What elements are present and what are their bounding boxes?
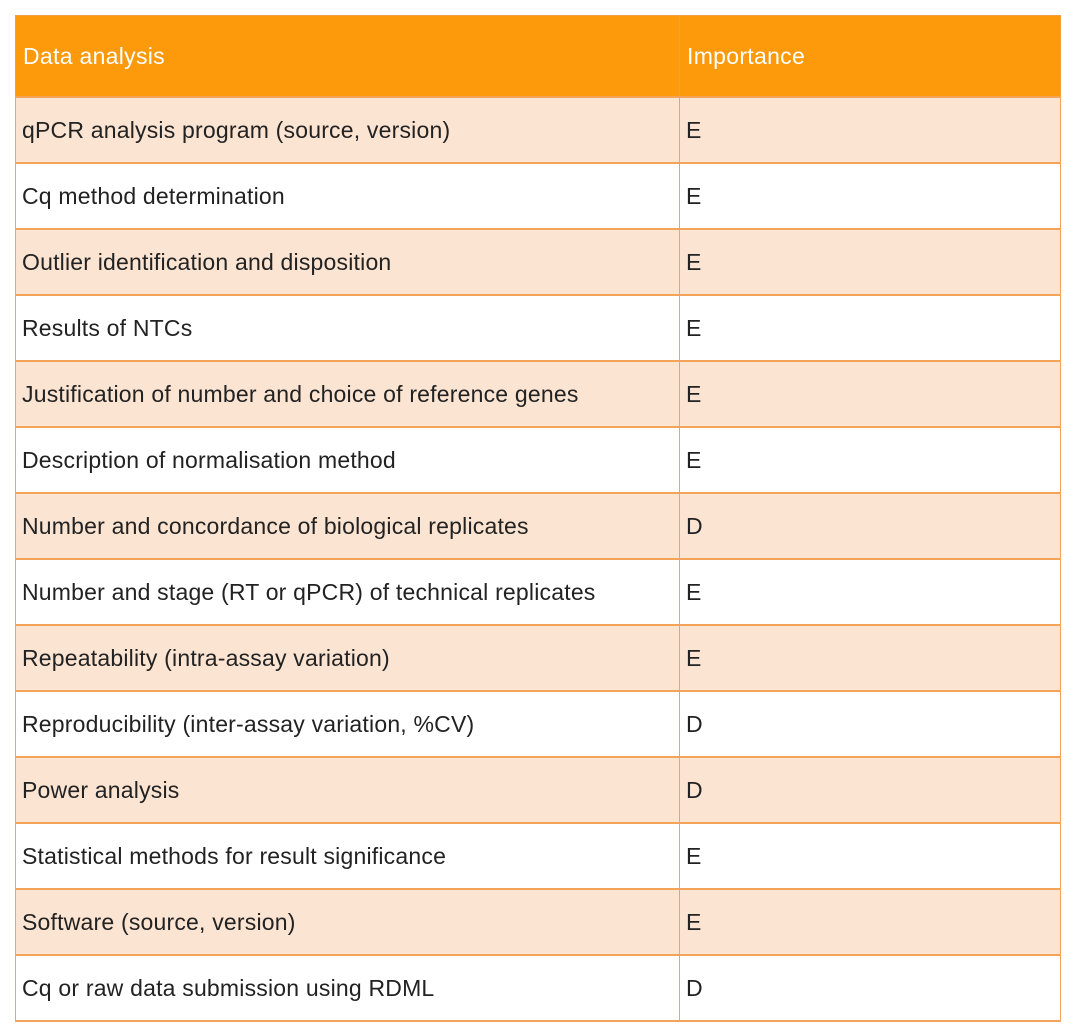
- row-item: Outlier identification and disposition: [15, 228, 680, 296]
- table-row: Number and concordance of biological rep…: [15, 492, 1061, 560]
- table-row: Results of NTCs E: [15, 294, 1061, 362]
- table-row: Outlier identification and disposition E: [15, 228, 1061, 296]
- row-item: Results of NTCs: [15, 294, 680, 362]
- table-row: Reproducibility (inter-assay variation, …: [15, 690, 1061, 758]
- table-row: qPCR analysis program (source, version) …: [15, 96, 1061, 164]
- table-row: Justification of number and choice of re…: [15, 360, 1061, 428]
- row-importance: E: [679, 96, 1061, 164]
- row-importance: D: [679, 492, 1061, 560]
- row-item: Cq method determination: [15, 162, 680, 230]
- table-row: Power analysis D: [15, 756, 1061, 824]
- table-row: Number and stage (RT or qPCR) of technic…: [15, 558, 1061, 626]
- row-item: Description of normalisation method: [15, 426, 680, 494]
- table-body: qPCR analysis program (source, version) …: [15, 96, 1061, 1022]
- row-importance: E: [679, 888, 1061, 956]
- row-importance: E: [679, 294, 1061, 362]
- table-row: Cq method determination E: [15, 162, 1061, 230]
- row-item: Software (source, version): [15, 888, 680, 956]
- row-importance: E: [679, 228, 1061, 296]
- row-item: Power analysis: [15, 756, 680, 824]
- row-importance: E: [679, 360, 1061, 428]
- row-item: Number and stage (RT or qPCR) of technic…: [15, 558, 680, 626]
- row-importance: E: [679, 558, 1061, 626]
- table-row: Software (source, version) E: [15, 888, 1061, 956]
- row-importance: D: [679, 954, 1061, 1022]
- row-importance: D: [679, 756, 1061, 824]
- table-row: Repeatability (intra-assay variation) E: [15, 624, 1061, 692]
- row-item: Justification of number and choice of re…: [15, 360, 680, 428]
- row-importance: E: [679, 162, 1061, 230]
- row-item: Reproducibility (inter-assay variation, …: [15, 690, 680, 758]
- table-row: Cq or raw data submission using RDML D: [15, 954, 1061, 1022]
- row-importance: E: [679, 624, 1061, 692]
- row-importance: D: [679, 690, 1061, 758]
- row-item: Statistical methods for result significa…: [15, 822, 680, 890]
- data-analysis-table: Data analysis Importance qPCR analysis p…: [15, 15, 1061, 1022]
- row-importance: E: [679, 822, 1061, 890]
- row-item: qPCR analysis program (source, version): [15, 96, 680, 164]
- table-row: Description of normalisation method E: [15, 426, 1061, 494]
- header-importance: Importance: [679, 15, 1061, 98]
- table-header-row: Data analysis Importance: [15, 15, 1061, 98]
- table-row: Statistical methods for result significa…: [15, 822, 1061, 890]
- row-item: Cq or raw data submission using RDML: [15, 954, 680, 1022]
- header-data-analysis: Data analysis: [15, 15, 680, 98]
- row-item: Repeatability (intra-assay variation): [15, 624, 680, 692]
- row-item: Number and concordance of biological rep…: [15, 492, 680, 560]
- row-importance: E: [679, 426, 1061, 494]
- data-analysis-table-container: Data analysis Importance qPCR analysis p…: [15, 15, 1061, 1022]
